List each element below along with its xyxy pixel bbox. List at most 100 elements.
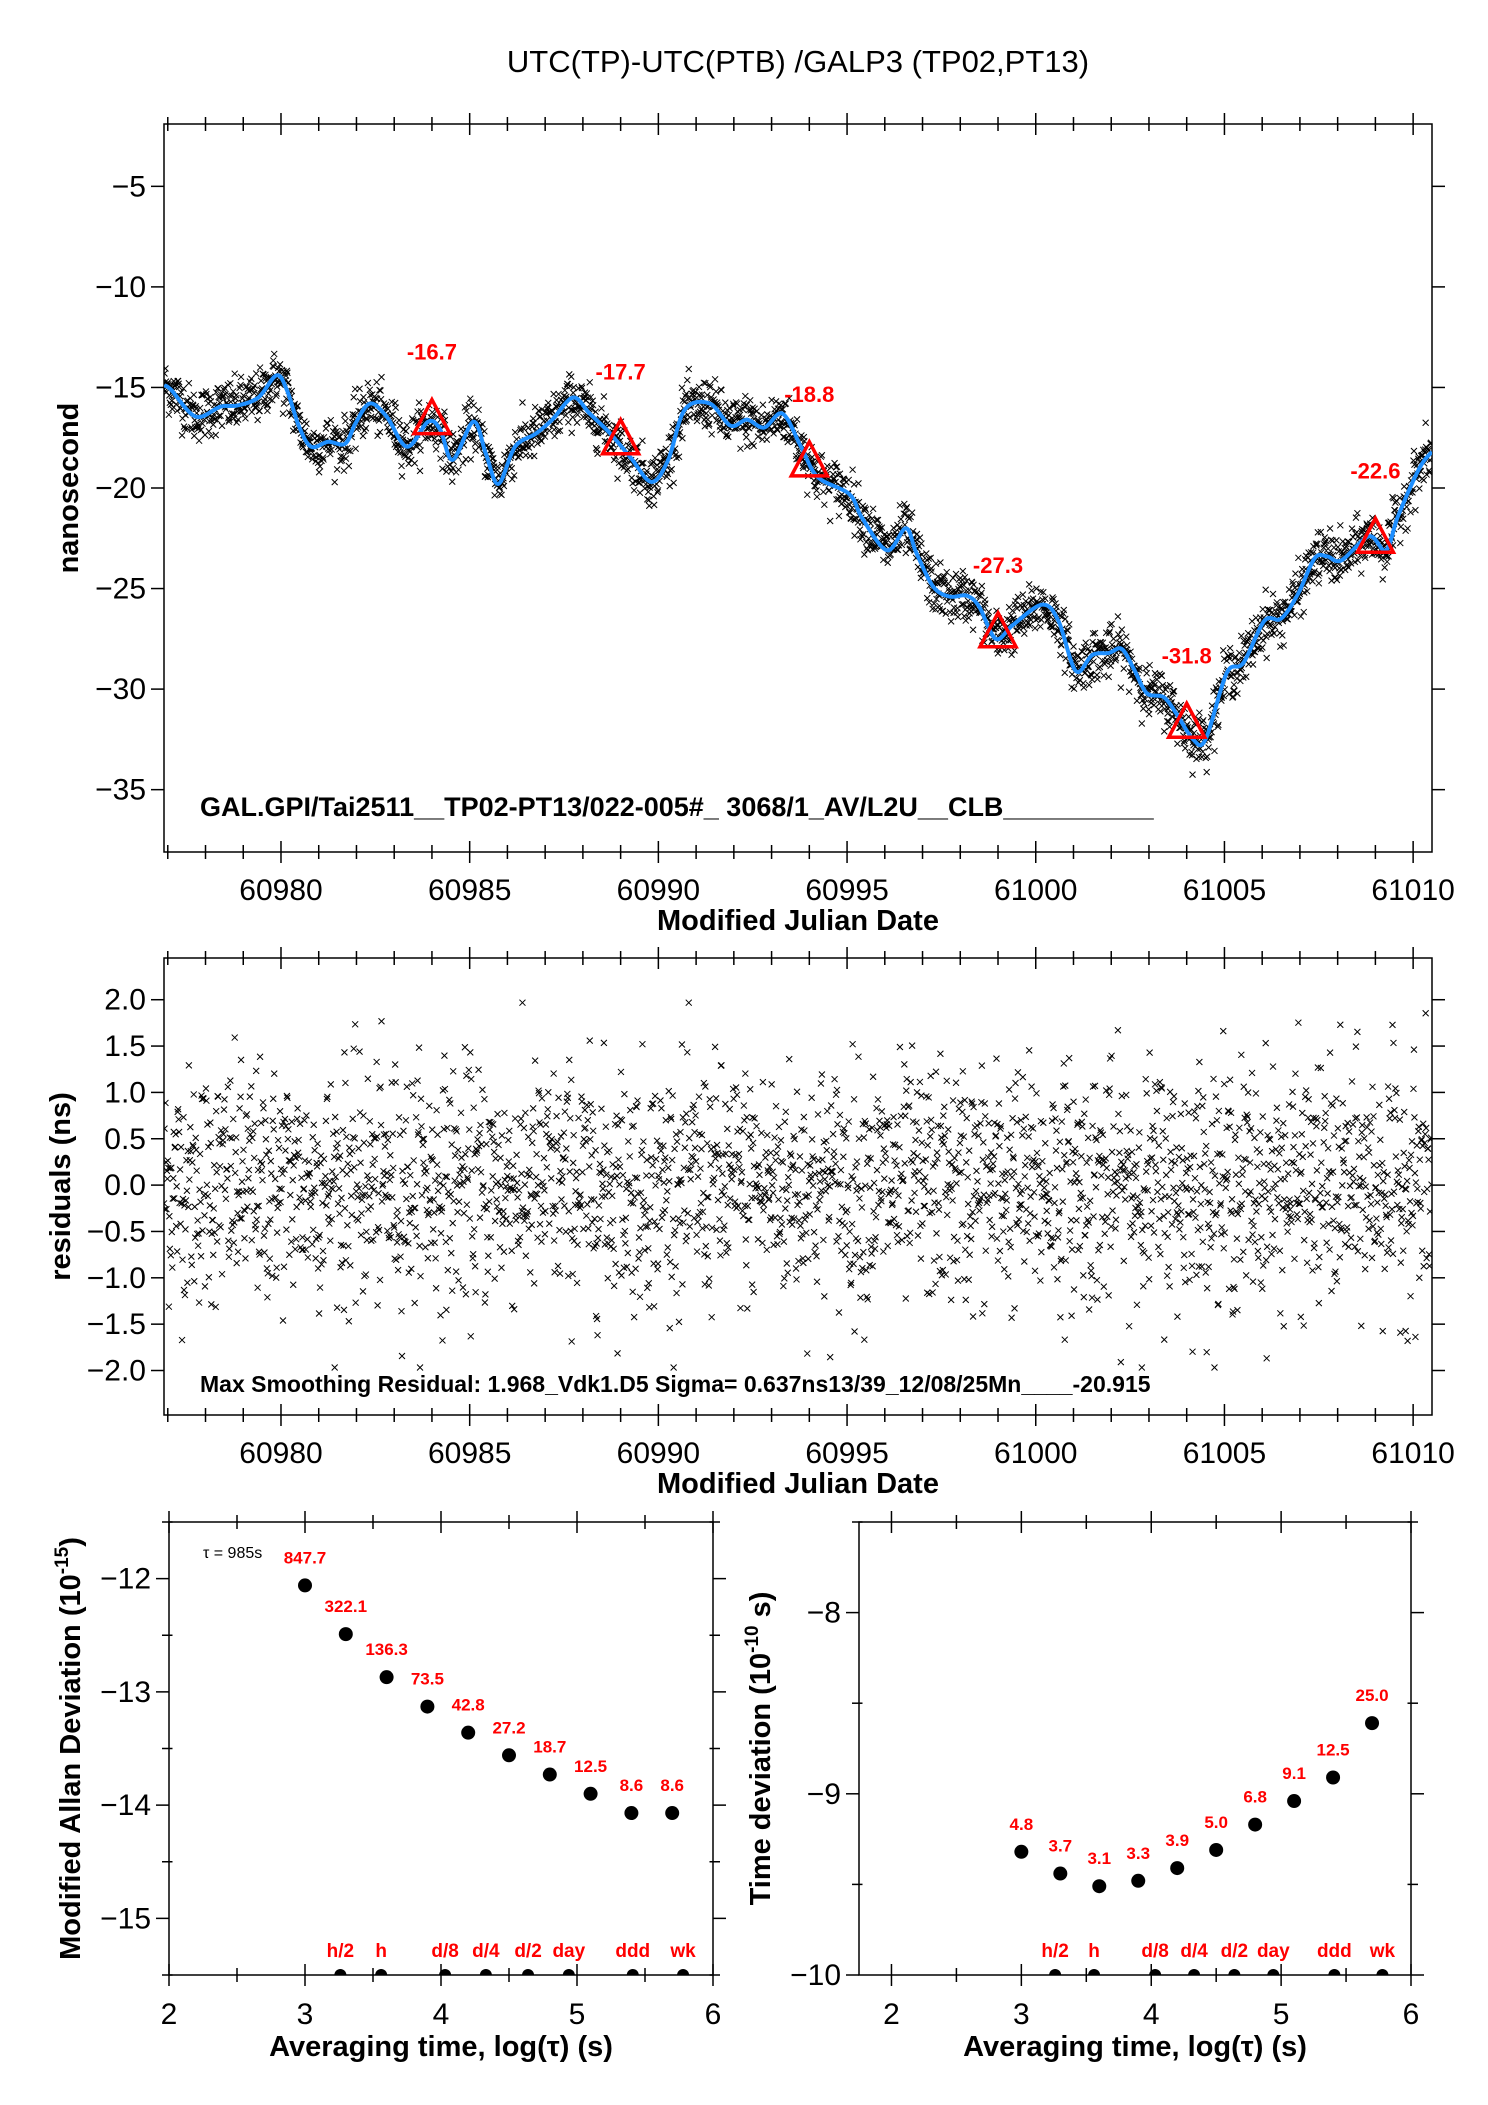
residual-point — [759, 1239, 766, 1247]
residual-point — [1157, 1195, 1165, 1203]
residual-point — [920, 1183, 928, 1190]
residual-point — [1107, 1223, 1115, 1230]
residual-point — [1039, 1176, 1047, 1183]
residual-point — [675, 1214, 682, 1222]
residual-point — [1113, 1192, 1120, 1199]
residual-point — [1163, 1272, 1171, 1280]
residual-point — [310, 1121, 318, 1129]
residual-point — [305, 1158, 313, 1166]
residual-point — [1203, 1284, 1211, 1292]
data-point — [1317, 528, 1325, 536]
residual-point — [877, 1132, 884, 1139]
residual-point — [857, 1268, 865, 1276]
residual-point — [452, 1126, 459, 1133]
triangle-marker — [1354, 514, 1397, 555]
residual-point — [253, 1216, 261, 1223]
residual-point — [802, 1229, 810, 1237]
data-point — [818, 451, 826, 459]
residual-point — [664, 1164, 672, 1172]
data-point — [218, 422, 226, 430]
residual-point — [651, 1092, 659, 1100]
data-point — [1166, 681, 1174, 689]
data-point — [960, 612, 968, 620]
data-point — [897, 515, 905, 523]
residual-point — [231, 1169, 239, 1177]
data-point — [1300, 608, 1308, 616]
residual-point — [503, 1172, 511, 1180]
residual-point — [615, 1156, 622, 1164]
residual-point — [1150, 1229, 1158, 1236]
residual-point — [466, 1215, 474, 1222]
residual-point — [486, 1126, 494, 1133]
residual-point — [958, 1108, 966, 1116]
data-point — [860, 506, 868, 514]
data-point — [1280, 642, 1288, 649]
residual-point — [1125, 1173, 1133, 1180]
residual-point — [667, 1113, 675, 1121]
residual-point — [335, 1184, 343, 1192]
residual-point — [833, 1086, 841, 1094]
residual-point — [809, 1182, 817, 1189]
residual-point — [829, 1168, 836, 1175]
data-point — [961, 573, 969, 581]
residual-point — [837, 1166, 845, 1174]
residual-point — [365, 1192, 373, 1200]
residual-point — [467, 1332, 475, 1340]
residual-point — [1148, 1154, 1156, 1161]
data-point — [314, 459, 322, 467]
residual-point — [676, 1176, 683, 1184]
residual-point — [795, 1217, 803, 1224]
residual-point — [1193, 1271, 1200, 1279]
residual-point — [1162, 1135, 1170, 1142]
x-tick-label: 60995 — [805, 1437, 888, 1470]
residual-point — [749, 1139, 757, 1147]
residual-point — [1195, 1263, 1203, 1271]
residual-point — [398, 1352, 406, 1360]
residual-point — [666, 1258, 674, 1266]
residual-point — [586, 1135, 594, 1143]
residual-point — [364, 1172, 371, 1179]
data-point — [171, 382, 179, 390]
data-point — [624, 465, 632, 473]
residual-point — [814, 1111, 822, 1118]
data-point — [898, 541, 906, 549]
residual-point — [747, 1131, 755, 1139]
residual-point — [252, 1225, 260, 1233]
data-point — [195, 437, 203, 445]
residual-point — [823, 1146, 831, 1154]
residual-point — [899, 1177, 907, 1185]
residual-point — [826, 1182, 834, 1190]
data-point — [959, 567, 967, 575]
residual-point — [907, 1078, 915, 1086]
residual-point — [375, 1189, 382, 1197]
residual-point — [530, 1279, 538, 1287]
residual-point — [780, 1282, 787, 1290]
residual-point — [1073, 1175, 1081, 1182]
residual-point — [316, 1284, 324, 1291]
residual-point — [594, 1234, 602, 1242]
residual-point — [987, 1180, 994, 1187]
residual-point — [948, 1185, 955, 1193]
residual-point — [776, 1228, 784, 1236]
residual-point — [425, 1209, 433, 1216]
residual-point — [898, 1170, 905, 1178]
residual-point — [735, 1156, 742, 1164]
residual-point — [892, 1186, 899, 1194]
data-point — [1196, 709, 1203, 717]
residual-point — [1031, 1213, 1038, 1221]
residual-point — [183, 1187, 191, 1195]
residual-point — [964, 1173, 972, 1181]
residual-point — [345, 1317, 353, 1325]
residual-point — [447, 1190, 455, 1198]
residual-point — [468, 1233, 476, 1240]
residual-point — [210, 1161, 218, 1169]
residual-point — [588, 1152, 596, 1159]
data-point — [925, 555, 933, 563]
residual-point — [464, 1176, 472, 1183]
residual-point — [327, 1080, 335, 1088]
residual-point — [185, 1062, 193, 1069]
residual-point — [481, 1299, 489, 1306]
residual-point — [889, 1200, 896, 1207]
residual-point — [851, 1328, 858, 1335]
